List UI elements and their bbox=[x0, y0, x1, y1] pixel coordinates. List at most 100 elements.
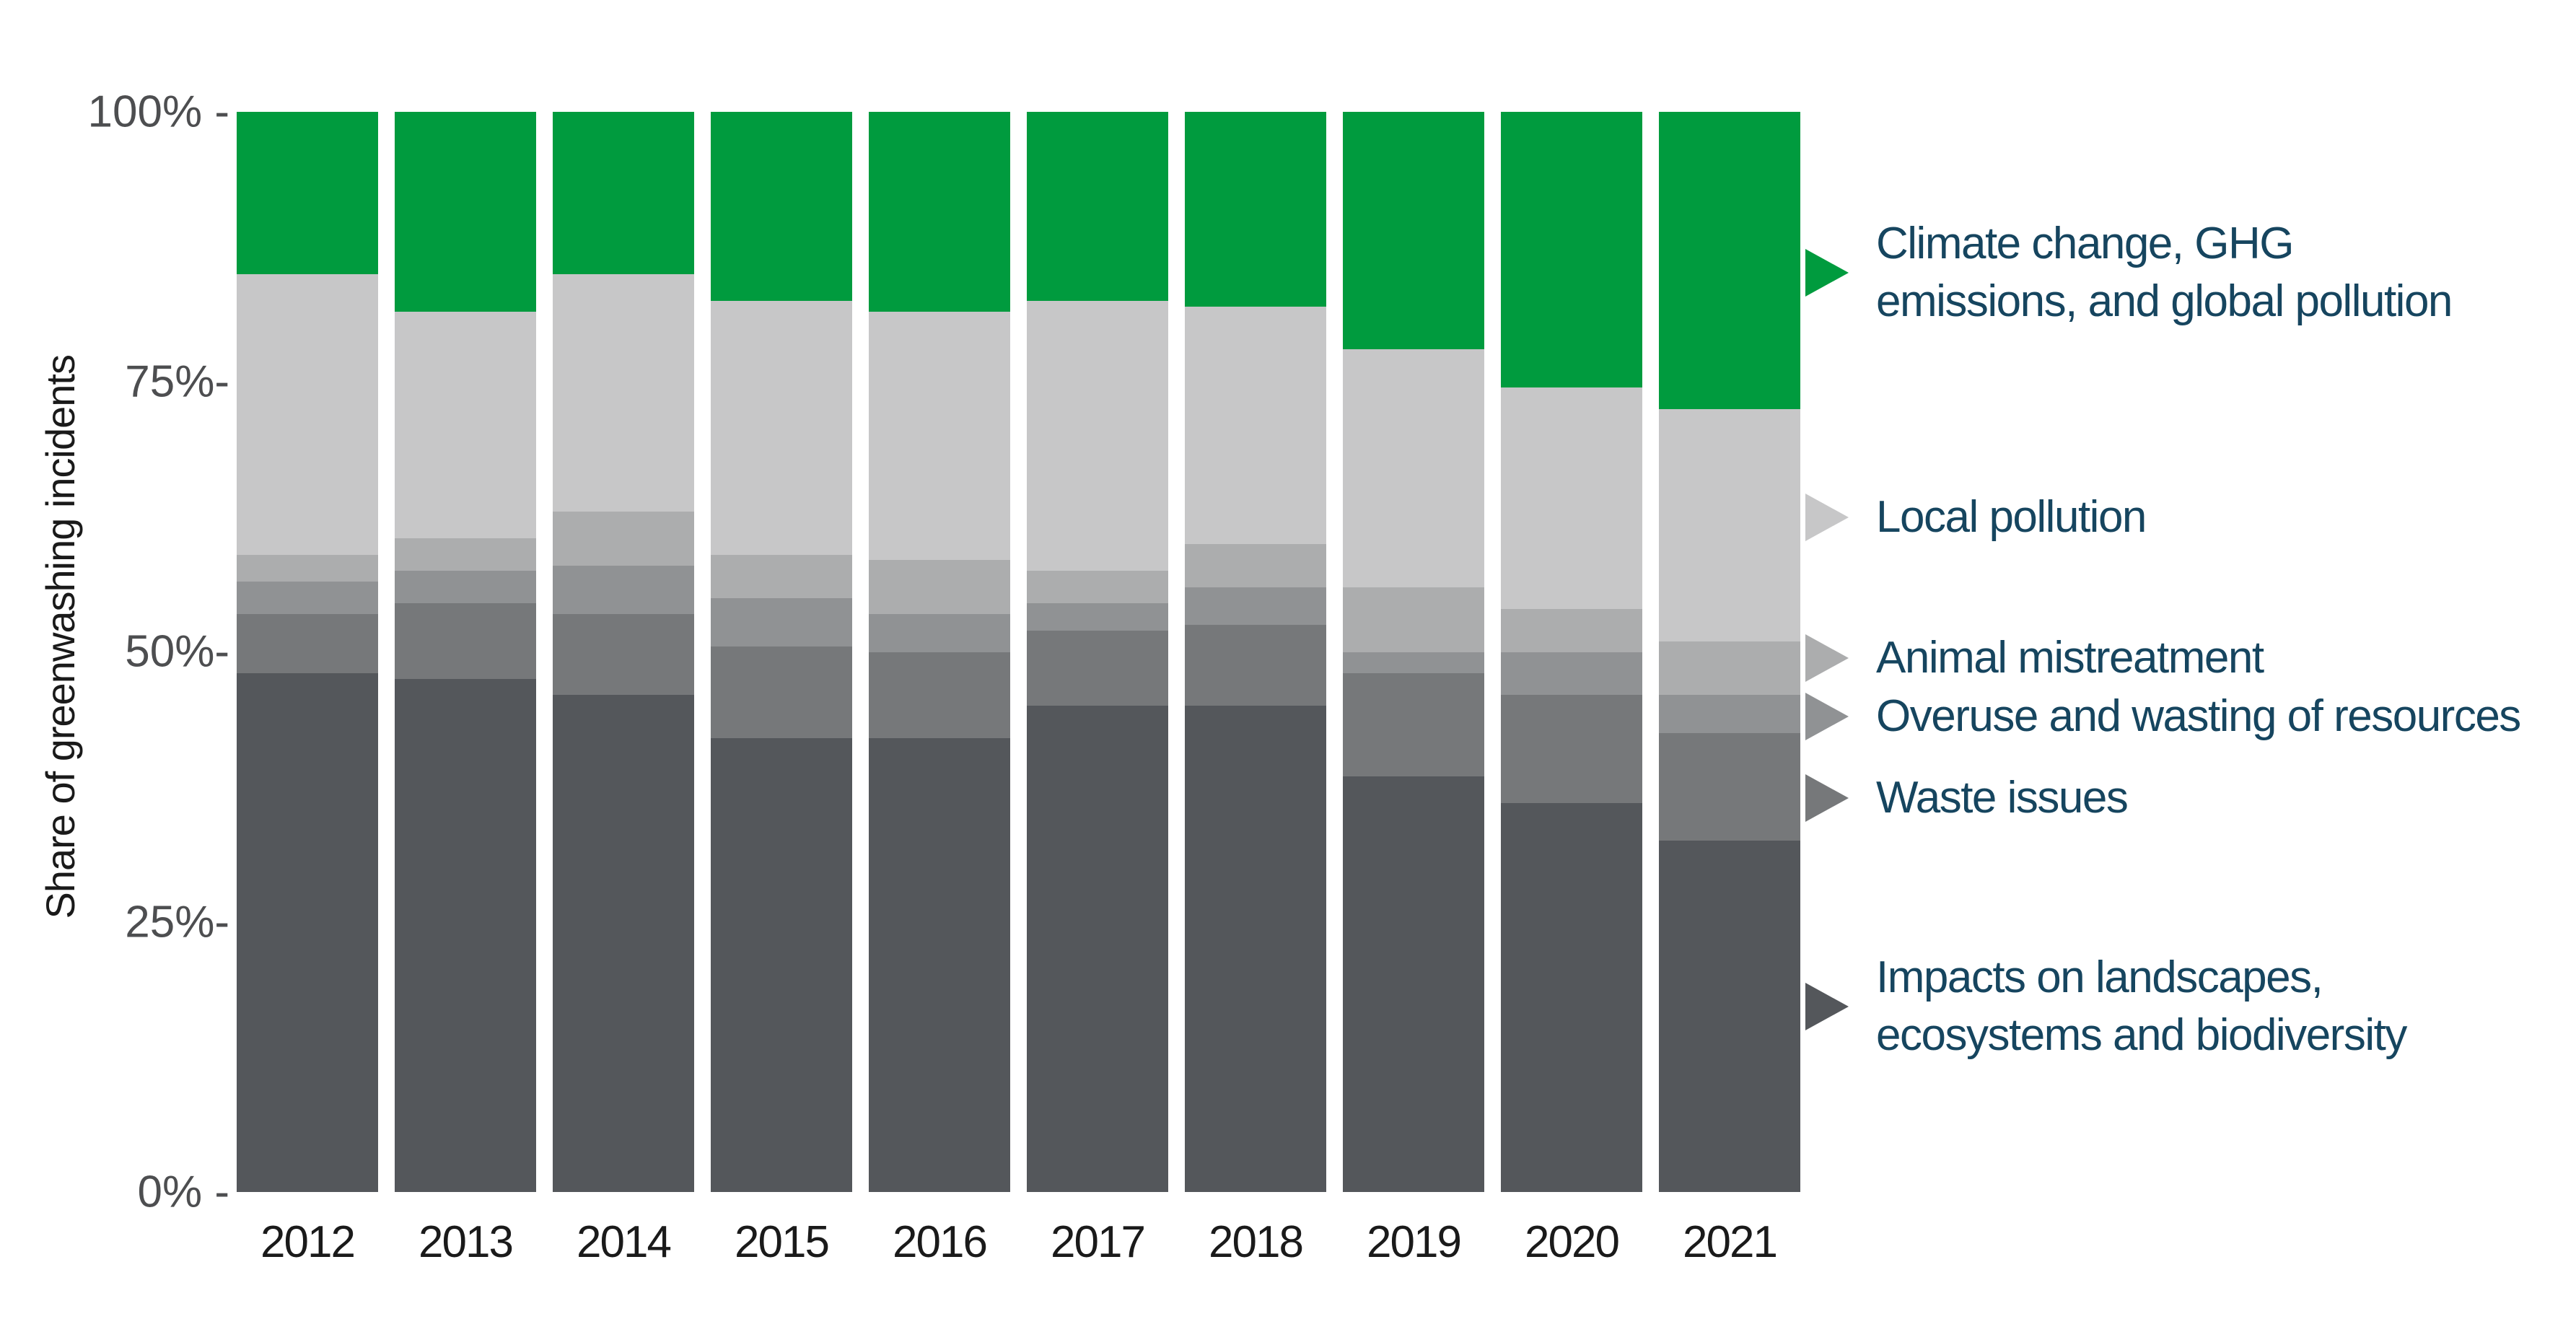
y-tick-label-0: 0% - bbox=[137, 1167, 229, 1217]
x-axis-label-2015: 2015 bbox=[735, 1217, 830, 1267]
legend-item-local: Local pollution bbox=[1805, 488, 2147, 546]
legend-label-overuse: Overuse and wasting of resources bbox=[1876, 688, 2521, 745]
segment-impacts-2014 bbox=[553, 695, 694, 1192]
segment-local-2018 bbox=[1185, 306, 1326, 544]
legend-label-line: Overuse and wasting of resources bbox=[1876, 691, 2521, 741]
bar-column-2017 bbox=[1027, 112, 1168, 1192]
segment-waste-2015 bbox=[711, 647, 852, 739]
bar-column-2013 bbox=[395, 112, 536, 1192]
segment-climate-2021 bbox=[1659, 112, 1800, 409]
segment-local-2017 bbox=[1027, 301, 1168, 571]
segment-waste-2016 bbox=[869, 652, 1010, 739]
segment-climate-2016 bbox=[869, 112, 1010, 312]
segment-overuse-2021 bbox=[1659, 695, 1800, 733]
legend-label-line: Waste issues bbox=[1876, 773, 2129, 823]
segment-overuse-2019 bbox=[1343, 652, 1484, 674]
segment-climate-2020 bbox=[1501, 112, 1642, 387]
x-axis-label-2013: 2013 bbox=[419, 1217, 514, 1267]
legend-item-climate: Climate change, GHG emissions, and global… bbox=[1805, 215, 2453, 330]
y-tick-label-100: 100% - bbox=[87, 87, 229, 137]
segment-local-2016 bbox=[869, 311, 1010, 561]
segment-local-2020 bbox=[1501, 387, 1642, 609]
overuse-triangle-icon bbox=[1805, 693, 1849, 740]
segment-impacts-2019 bbox=[1343, 776, 1484, 1192]
segment-local-2012 bbox=[237, 273, 378, 555]
x-axis-labels: 2012 2013 2014 2015 2016 2017 2018 2019 2020 2021 bbox=[237, 1217, 1800, 1268]
climate-triangle-icon bbox=[1805, 249, 1849, 297]
segment-animal-2012 bbox=[237, 554, 378, 582]
segment-overuse-2017 bbox=[1027, 603, 1168, 631]
y-axis-title-wrap: Share of greenwashing incidents bbox=[20, 266, 100, 1009]
segment-waste-2013 bbox=[395, 603, 536, 679]
plot-area bbox=[237, 112, 1800, 1192]
segment-local-2019 bbox=[1343, 349, 1484, 587]
segment-animal-2020 bbox=[1501, 608, 1642, 652]
legend-label-line: ecosystems and biodiversity bbox=[1876, 1010, 2407, 1060]
bar-column-2021 bbox=[1659, 112, 1800, 1192]
x-axis-label-2018: 2018 bbox=[1209, 1217, 1304, 1267]
y-tick-label-75: 75%- bbox=[125, 356, 229, 407]
segment-climate-2018 bbox=[1185, 112, 1326, 307]
legend-label-line: Impacts on landscapes, bbox=[1876, 952, 2323, 1002]
segment-waste-2018 bbox=[1185, 625, 1326, 706]
segment-waste-2012 bbox=[237, 614, 378, 674]
segment-waste-2014 bbox=[553, 614, 694, 696]
segment-overuse-2020 bbox=[1501, 652, 1642, 696]
segment-local-2021 bbox=[1659, 408, 1800, 641]
segment-overuse-2018 bbox=[1185, 587, 1326, 626]
bar-column-2019 bbox=[1343, 112, 1484, 1192]
bar-column-2014 bbox=[553, 112, 694, 1192]
waste-triangle-icon bbox=[1805, 774, 1849, 822]
segment-impacts-2018 bbox=[1185, 706, 1326, 1192]
legend-label-line: Local pollution bbox=[1876, 492, 2147, 542]
legend-label-animal: Animal mistreatment bbox=[1876, 629, 2264, 687]
segment-climate-2013 bbox=[395, 112, 536, 312]
segment-local-2014 bbox=[553, 273, 694, 512]
legend-label-line: Climate change, GHG bbox=[1876, 219, 2294, 268]
legend-label-climate: Climate change, GHG emissions, and global… bbox=[1876, 215, 2453, 330]
segment-waste-2020 bbox=[1501, 695, 1642, 804]
segment-impacts-2017 bbox=[1027, 706, 1168, 1192]
segment-local-2013 bbox=[395, 311, 536, 539]
bar-column-2016 bbox=[869, 112, 1010, 1192]
legend-label-impacts: Impacts on landscapes, ecosystems and bio… bbox=[1876, 949, 2407, 1064]
segment-climate-2015 bbox=[711, 112, 852, 302]
bar-column-2020 bbox=[1501, 112, 1642, 1192]
segment-waste-2017 bbox=[1027, 630, 1168, 706]
legend-label-waste: Waste issues bbox=[1876, 769, 2129, 827]
segment-impacts-2021 bbox=[1659, 841, 1800, 1192]
segment-impacts-2013 bbox=[395, 678, 536, 1192]
bar-column-2015 bbox=[711, 112, 852, 1192]
segment-overuse-2014 bbox=[553, 565, 694, 615]
segment-impacts-2012 bbox=[237, 673, 378, 1192]
x-axis-label-2019: 2019 bbox=[1367, 1217, 1462, 1267]
segment-climate-2017 bbox=[1027, 112, 1168, 301]
impacts-triangle-icon bbox=[1805, 983, 1849, 1030]
segment-animal-2019 bbox=[1343, 587, 1484, 652]
legend-item-animal: Animal mistreatment bbox=[1805, 629, 2264, 687]
segment-local-2015 bbox=[711, 301, 852, 555]
segment-climate-2012 bbox=[237, 112, 378, 274]
segment-overuse-2016 bbox=[869, 614, 1010, 652]
segment-impacts-2016 bbox=[869, 738, 1010, 1192]
segment-animal-2021 bbox=[1659, 641, 1800, 696]
y-tick-label-25: 25%- bbox=[125, 897, 229, 947]
segment-animal-2016 bbox=[869, 560, 1010, 615]
y-tick-label-50: 50%- bbox=[125, 626, 229, 677]
x-axis-label-2020: 2020 bbox=[1525, 1217, 1620, 1267]
x-axis-label-2021: 2021 bbox=[1683, 1217, 1778, 1267]
legend-label-line: emissions, and global pollution bbox=[1876, 276, 2453, 326]
segment-overuse-2012 bbox=[237, 582, 378, 615]
bar-column-2012 bbox=[237, 112, 378, 1192]
legend-item-overuse: Overuse and wasting of resources bbox=[1805, 688, 2521, 745]
segment-waste-2021 bbox=[1659, 732, 1800, 841]
legend-item-impacts: Impacts on landscapes, ecosystems and bio… bbox=[1805, 949, 2407, 1064]
segment-impacts-2015 bbox=[711, 738, 852, 1192]
segment-animal-2013 bbox=[395, 538, 536, 571]
x-axis-label-2012: 2012 bbox=[260, 1217, 356, 1267]
bar-column-2018 bbox=[1185, 112, 1326, 1192]
segment-animal-2015 bbox=[711, 554, 852, 598]
segment-climate-2014 bbox=[553, 112, 694, 274]
segment-animal-2018 bbox=[1185, 543, 1326, 587]
animal-triangle-icon bbox=[1805, 634, 1849, 682]
